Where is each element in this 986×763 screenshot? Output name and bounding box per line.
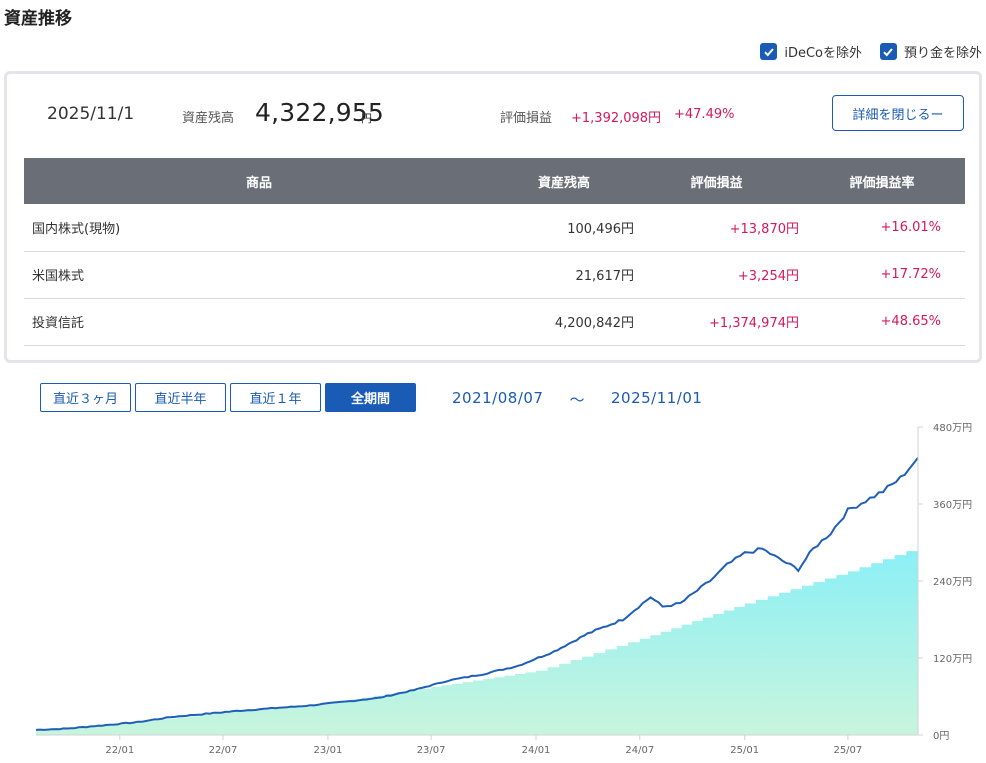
date-range: 2021/08/07 ～ 2025/11/01 xyxy=(452,389,702,410)
header-pl-rate: 評価損益率 xyxy=(799,158,965,204)
range-separator: ～ xyxy=(569,391,585,409)
y-tick-label: 0円 xyxy=(933,731,949,742)
period-1year-button[interactable]: 直近１年 xyxy=(230,383,321,412)
summary-card: 2025/11/1 資産残高 4,322,955 円 評価損益 +1,392,0… xyxy=(4,71,982,363)
exclude-toggles: iDeCoを除外 預り金を除外 xyxy=(760,42,982,61)
range-end: 2025/11/01 xyxy=(610,389,703,407)
x-tick-label: 22/07 xyxy=(209,745,238,756)
asset-value-line xyxy=(35,457,919,731)
checkbox-checked-icon[interactable] xyxy=(879,43,897,60)
principal-area xyxy=(36,547,918,735)
cell-pl-rate: +16.01% xyxy=(799,204,965,252)
period-all-button[interactable]: 全期間 xyxy=(325,383,416,412)
y-tick-label: 240万円 xyxy=(933,577,972,588)
exclude-ideco-toggle[interactable]: iDeCoを除外 xyxy=(760,42,862,61)
pl-rate: +47.49% xyxy=(674,107,735,122)
y-tick-label: 360万円 xyxy=(933,500,972,511)
table-row: 国内株式(現物) 100,496円 +13,870円 +16.01% xyxy=(24,204,965,252)
close-details-button[interactable]: 詳細を閉じるー xyxy=(832,95,964,131)
checkbox-checked-icon[interactable] xyxy=(760,43,778,60)
x-tick-label: 25/07 xyxy=(833,745,862,756)
exclude-deposit-toggle[interactable]: 預り金を除外 xyxy=(879,42,982,61)
period-6months-button[interactable]: 直近半年 xyxy=(135,383,226,412)
header-product: 商品 xyxy=(24,158,494,204)
summary-date: 2025/11/1 xyxy=(47,104,135,124)
cell-pl: +13,870円 xyxy=(634,204,799,252)
balance-value: 4,322,955 xyxy=(255,98,385,127)
cell-balance: 21,617円 xyxy=(494,251,634,299)
period-3months-button[interactable]: 直近３ヶ月 xyxy=(40,383,131,412)
x-tick-label: 24/07 xyxy=(625,745,654,756)
y-tick-label: 120万円 xyxy=(933,654,972,665)
balance-unit: 円 xyxy=(361,112,372,125)
cell-product: 投資信託 xyxy=(24,298,494,346)
cell-balance: 4,200,842円 xyxy=(494,298,634,346)
cell-pl-rate: +48.65% xyxy=(799,298,965,346)
cell-product: 米国株式 xyxy=(24,251,494,299)
cell-pl: +1,374,974円 xyxy=(634,298,799,346)
x-tick-label: 23/01 xyxy=(313,745,342,756)
cell-balance: 100,496円 xyxy=(494,204,634,252)
holdings-table: 商品 資産残高 評価損益 評価損益率 国内株式(現物) 100,496円 +13… xyxy=(24,158,965,346)
x-tick-label: 24/01 xyxy=(522,745,551,756)
exclude-deposit-label: 預り金を除外 xyxy=(903,46,982,61)
table-row: 投資信託 4,200,842円 +1,374,974円 +48.65% xyxy=(24,298,965,346)
balance-label: 資産残高 xyxy=(182,111,235,126)
table-row: 米国株式 21,617円 +3,254円 +17.72% xyxy=(24,251,965,299)
x-tick-label: 22/01 xyxy=(105,745,134,756)
y-tick-label: 480万円 xyxy=(933,423,972,434)
x-tick-label: 23/07 xyxy=(417,745,446,756)
x-tick-label: 25/01 xyxy=(730,745,759,756)
asset-history-chart: 0円 120万円 240万円 360万円 480万円 22/01 22/07 23/01 23/… xyxy=(35,423,972,756)
cell-pl-rate: +17.72% xyxy=(799,251,965,299)
period-selector: 直近３ヶ月 直近半年 直近１年 全期間 xyxy=(40,383,416,412)
header-pl: 評価損益 xyxy=(634,158,799,204)
range-start: 2021/08/07 xyxy=(452,389,544,407)
page-title: 資産推移 xyxy=(4,9,72,29)
pl-value: +1,392,098円 xyxy=(571,111,662,126)
table-header-row: 商品 資産残高 評価損益 評価損益率 xyxy=(24,158,965,204)
pl-label: 評価損益 xyxy=(500,111,553,126)
cell-pl: +3,254円 xyxy=(634,251,799,299)
cell-product: 国内株式(現物) xyxy=(24,204,494,252)
exclude-ideco-label: iDeCoを除外 xyxy=(784,46,862,61)
header-balance: 資産残高 xyxy=(494,158,634,204)
summary-row: 2025/11/1 資産残高 4,322,955 円 評価損益 +1,392,0… xyxy=(7,74,979,158)
